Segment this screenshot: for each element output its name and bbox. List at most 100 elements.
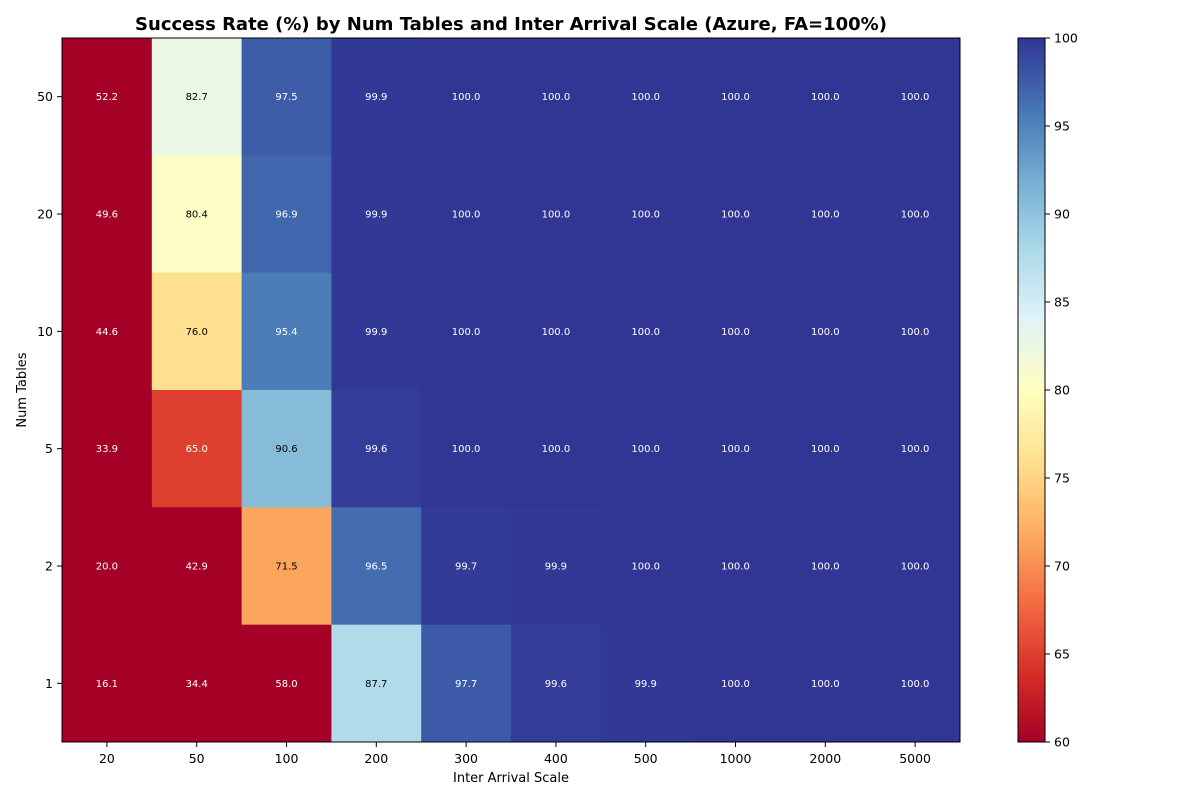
heatmap-cell-label: 100.0 xyxy=(542,92,571,103)
heatmap-cell xyxy=(151,624,243,743)
heatmap-cell-label: 99.9 xyxy=(545,562,567,573)
heatmap-cell-labels: 52.2 82.7 97.5 99.9 100.0 100.0 100.0 100.0 100.… xyxy=(96,92,930,690)
x-tick-label: 400 xyxy=(544,751,568,766)
heatmap-cell xyxy=(600,272,692,391)
y-tick-label: 10 xyxy=(37,324,53,339)
heatmap-cell xyxy=(421,155,512,274)
heatmap-cell xyxy=(511,507,602,626)
heatmap-cell-label: 100.0 xyxy=(542,210,571,221)
heatmap-cell xyxy=(151,155,243,274)
y-tick-label: 50 xyxy=(37,89,53,104)
heatmap-cell xyxy=(241,38,332,156)
colorbar-tick-label: 65 xyxy=(1054,647,1070,662)
y-tick-label: 2 xyxy=(45,559,53,574)
heatmap-cell xyxy=(421,624,512,743)
heatmap-cell xyxy=(780,272,871,391)
x-axis-ticks: 20 50 100 200 300 400 500 1000 2000 5000 xyxy=(99,742,931,766)
heatmap-cell xyxy=(690,155,781,274)
heatmap-cell xyxy=(421,272,512,391)
heatmap-cell xyxy=(62,155,153,274)
heatmap-cell-label: 33.9 xyxy=(96,444,118,455)
heatmap-cell-label: 99.6 xyxy=(545,679,567,690)
heatmap-cell xyxy=(870,624,961,743)
heatmap-cell-label: 100.0 xyxy=(811,327,840,338)
heatmap-cell-label: 97.5 xyxy=(275,92,297,103)
heatmap-cell xyxy=(151,390,243,508)
chart-title: Success Rate (%) by Num Tables and Inter… xyxy=(135,14,887,35)
heatmap-cell-label: 100.0 xyxy=(721,562,750,573)
x-tick-label: 2000 xyxy=(809,751,841,766)
heatmap-cell-label: 16.1 xyxy=(96,679,118,690)
heatmap-cell xyxy=(241,155,332,274)
colorbar-tick-label: 90 xyxy=(1054,207,1070,222)
y-tick-label: 5 xyxy=(45,441,53,456)
colorbar-tick-label: 95 xyxy=(1054,119,1070,134)
heatmap-cell xyxy=(690,38,781,156)
heatmap-cell-label: 100.0 xyxy=(811,210,840,221)
heatmap-cell-label: 100.0 xyxy=(901,562,930,573)
heatmap-cell-label: 99.9 xyxy=(365,210,387,221)
heatmap-cell xyxy=(600,38,692,156)
x-tick-label: 300 xyxy=(454,751,478,766)
heatmap-cell xyxy=(870,390,961,508)
heatmap-cell-label: 49.6 xyxy=(96,210,118,221)
heatmap-cell-label: 100.0 xyxy=(811,444,840,455)
heatmap-cell xyxy=(331,507,422,626)
plot-frame xyxy=(61,37,961,743)
colorbar-tick-label: 85 xyxy=(1054,295,1070,310)
heatmap-cell xyxy=(600,624,692,743)
colorbar-ticks: 60 65 70 75 80 85 90 95 100 xyxy=(1045,31,1078,750)
heatmap-cell-label: 100.0 xyxy=(721,210,750,221)
heatmap-cell-label: 100.0 xyxy=(901,210,930,221)
heatmap-cell xyxy=(600,155,692,274)
colorbar-tick-label: 70 xyxy=(1054,559,1070,574)
heatmap-cell-label: 34.4 xyxy=(186,679,208,690)
heatmap-cell xyxy=(780,38,871,156)
heatmap-cell-label: 97.7 xyxy=(455,679,477,690)
heatmap-cell xyxy=(690,390,781,508)
heatmap-cell-label: 100.0 xyxy=(631,92,660,103)
heatmap-cell-label: 100.0 xyxy=(452,327,481,338)
heatmap-cell xyxy=(600,390,692,508)
heatmap-cell-label: 99.9 xyxy=(365,327,387,338)
heatmap-cell xyxy=(241,272,332,391)
heatmap-cell-label: 52.2 xyxy=(96,92,118,103)
heatmap-cell xyxy=(331,390,422,508)
heatmap-cell xyxy=(600,507,692,626)
heatmap-cell xyxy=(241,624,332,743)
heatmap-cell xyxy=(62,38,153,156)
heatmap-cell xyxy=(331,624,422,743)
x-tick-label: 100 xyxy=(275,751,299,766)
heatmap-cell-label: 99.6 xyxy=(365,444,387,455)
heatmap-cell-label: 100.0 xyxy=(811,679,840,690)
heatmap-cell xyxy=(511,155,602,274)
heatmap-cells xyxy=(62,38,961,743)
heatmap-cell-label: 100.0 xyxy=(452,210,481,221)
heatmap-cell xyxy=(421,38,512,156)
heatmap-cell-label: 100.0 xyxy=(631,210,660,221)
heatmap-cell xyxy=(421,390,512,508)
heatmap-cell-label: 71.5 xyxy=(275,562,297,573)
y-axis-label: Num Tables xyxy=(15,352,30,427)
heatmap-cell-label: 99.9 xyxy=(365,92,387,103)
heatmap-cell-label: 99.7 xyxy=(455,562,477,573)
y-axis-ticks: 50 20 10 5 2 1 xyxy=(37,89,62,691)
heatmap-cell-label: 100.0 xyxy=(721,679,750,690)
heatmap-cell-label: 100.0 xyxy=(452,444,481,455)
heatmap-cell-label: 95.4 xyxy=(275,327,297,338)
heatmap-cell xyxy=(62,507,153,626)
heatmap-cell-label: 100.0 xyxy=(631,562,660,573)
heatmap-cell xyxy=(331,38,422,156)
heatmap-cell xyxy=(62,390,153,508)
colorbar-tick-label: 100 xyxy=(1054,31,1078,46)
heatmap-cell-label: 90.6 xyxy=(275,444,297,455)
heatmap-cell-label: 99.9 xyxy=(635,679,657,690)
heatmap-cell-label: 44.6 xyxy=(96,327,118,338)
y-tick-label: 1 xyxy=(45,676,53,691)
heatmap-cell xyxy=(62,624,153,743)
heatmap-cell xyxy=(870,507,961,626)
heatmap-cell xyxy=(690,624,781,743)
heatmap-cell-label: 100.0 xyxy=(811,562,840,573)
